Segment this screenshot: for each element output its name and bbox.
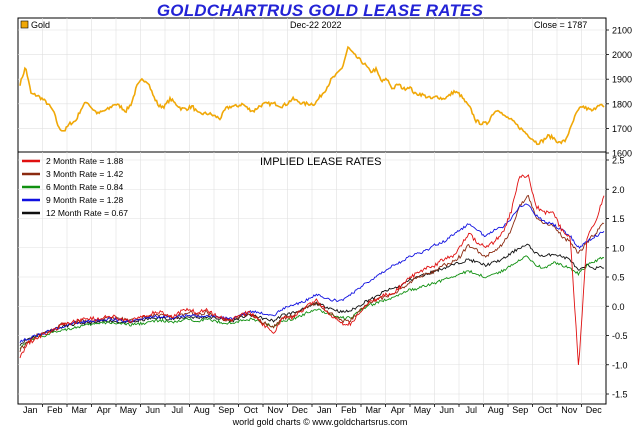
x-tick-3: Mar: [72, 405, 88, 415]
x-tick-11: Nov: [267, 405, 284, 415]
x-tick-16: Apr: [391, 405, 405, 415]
gold-y-tick-2100: 2100: [612, 26, 632, 36]
legend-label-r6: 6 Month Rate = 0.84: [46, 182, 124, 192]
gold-y-tick-1800: 1800: [612, 99, 632, 109]
gold-y-tick-1900: 1900: [612, 75, 632, 85]
legend-label-r3: 3 Month Rate = 1.42: [46, 169, 124, 179]
series-line-r2: [19, 174, 605, 366]
x-tick-22: Oct: [538, 405, 553, 415]
lease-y-tick--1.0: -1.0: [612, 360, 628, 370]
lease-y-tick-0.0: 0.0: [612, 302, 625, 312]
x-tick-8: Aug: [194, 405, 210, 415]
x-tick-15: Mar: [366, 405, 382, 415]
x-tick-13: Jan: [317, 405, 332, 415]
gold-y-tick-2000: 2000: [612, 50, 632, 60]
footer-credit: world gold charts © www.goldchartsrus.co…: [232, 417, 408, 427]
gold-y-tick-1600: 1600: [612, 149, 632, 159]
lease-y-tick-1.5: 1.5: [612, 214, 625, 224]
x-tick-9: Sep: [218, 405, 234, 415]
legend-label-r12: 12 Month Rate = 0.67: [46, 208, 128, 218]
x-tick-24: Dec: [586, 405, 603, 415]
lease-panel-title: IMPLIED LEASE RATES: [260, 156, 381, 168]
gold-close-label: Close = 1787: [534, 20, 587, 30]
legend-label-r9: 9 Month Rate = 1.28: [46, 195, 124, 205]
x-tick-19: Jul: [465, 405, 477, 415]
lease-y-tick-2.5: 2.5: [612, 156, 625, 166]
gold-y-tick-1700: 1700: [612, 124, 632, 134]
legend-label-r2: 2 Month Rate = 1.88: [46, 156, 124, 166]
x-tick-17: May: [414, 405, 432, 415]
x-tick-18: Jun: [439, 405, 454, 415]
lease-y-tick-2.0: 2.0: [612, 185, 625, 195]
lease-y-tick--1.5: -1.5: [612, 390, 628, 400]
gold-legend-swatch: [20, 20, 29, 29]
x-tick-4: Apr: [97, 405, 111, 415]
chart-title: GOLDCHARTRUS GOLD LEASE RATES: [156, 1, 484, 20]
lease-y-tick--0.5: -0.5: [612, 331, 628, 341]
x-tick-12: Dec: [292, 405, 309, 415]
x-tick-6: Jun: [145, 405, 160, 415]
x-tick-7: Jul: [171, 405, 183, 415]
gold-price-line: [19, 45, 605, 146]
series-line-r3: [19, 194, 605, 353]
x-tick-20: Aug: [488, 405, 504, 415]
x-tick-2: Feb: [47, 405, 63, 415]
series-line-r6: [19, 255, 605, 349]
x-tick-23: Nov: [561, 405, 578, 415]
gold-legend-label: Gold: [31, 20, 50, 30]
lease-y-tick-0.5: 0.5: [612, 273, 625, 283]
x-tick-5: May: [120, 405, 138, 415]
x-tick-14: Feb: [341, 405, 357, 415]
x-tick-21: Sep: [512, 405, 528, 415]
gold-date-label: Dec-22 2022: [290, 20, 342, 30]
x-tick-10: Oct: [244, 405, 259, 415]
lease-y-tick-1.0: 1.0: [612, 243, 625, 253]
x-tick-1: Jan: [23, 405, 38, 415]
